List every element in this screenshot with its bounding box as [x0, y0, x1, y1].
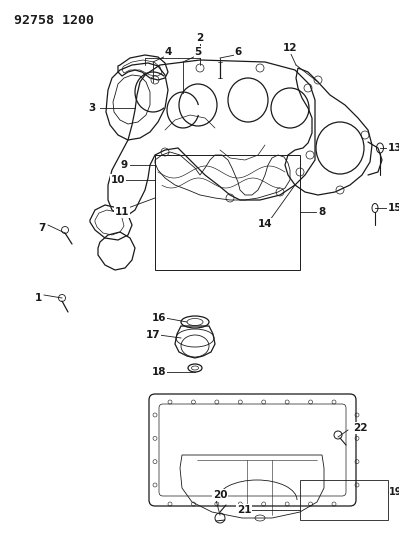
- Text: 8: 8: [318, 207, 326, 217]
- Text: 7: 7: [38, 223, 46, 233]
- Text: 10: 10: [111, 175, 125, 185]
- Text: 20: 20: [213, 490, 227, 500]
- Text: 5: 5: [194, 47, 201, 57]
- Text: 18: 18: [152, 367, 166, 377]
- Text: 17: 17: [146, 330, 160, 340]
- Text: 2: 2: [196, 33, 203, 43]
- Text: 22: 22: [353, 423, 367, 433]
- Text: 19: 19: [389, 487, 399, 497]
- Text: 1: 1: [34, 293, 41, 303]
- Text: 3: 3: [88, 103, 96, 113]
- Text: 16: 16: [152, 313, 166, 323]
- Text: 14: 14: [258, 219, 272, 229]
- Text: 92758 1200: 92758 1200: [14, 14, 94, 27]
- Text: 11: 11: [115, 207, 129, 217]
- Text: 21: 21: [237, 505, 251, 515]
- Text: 9: 9: [120, 160, 128, 170]
- Text: 13: 13: [388, 143, 399, 153]
- Text: 12: 12: [283, 43, 297, 53]
- Text: 4: 4: [164, 47, 172, 57]
- Text: 15: 15: [388, 203, 399, 213]
- Text: 6: 6: [234, 47, 242, 57]
